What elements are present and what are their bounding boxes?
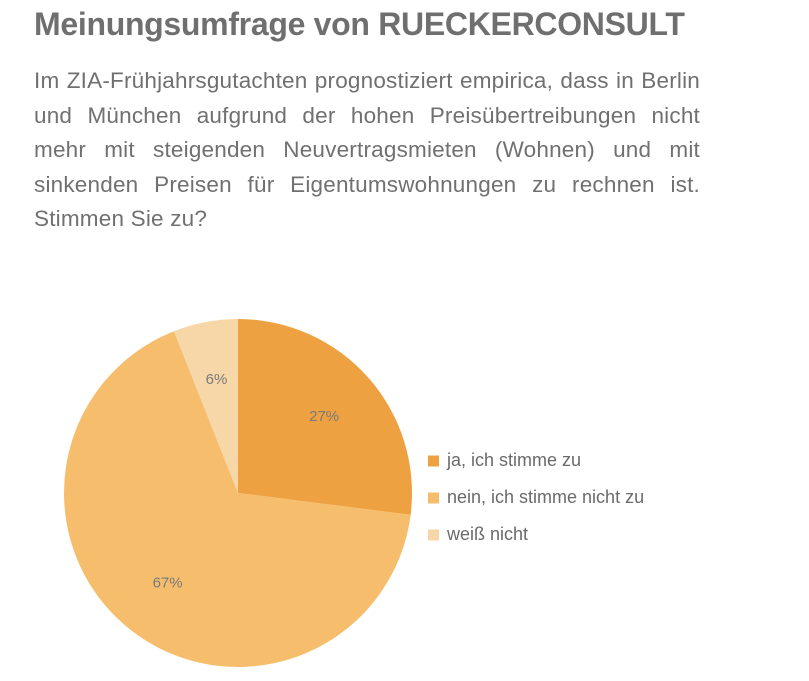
data-label-weiss-nicht: 6% <box>206 371 228 388</box>
legend-swatch-weiss-nicht <box>428 529 439 541</box>
data-label-ja-ich-stimme-zu: 27% <box>309 408 339 425</box>
pie-slice-weiss-nicht <box>173 319 238 493</box>
data-label-nein-ich-stimme-nicht-zu: 67% <box>153 575 183 592</box>
pie-slice-labels: 27% 67% 6% <box>153 371 340 592</box>
legend-label-nein-ich-stimme-nicht-zu: nein, ich stimme nicht zu <box>447 487 644 507</box>
pie-slices <box>64 319 413 668</box>
legend-swatch-ja-ich-stimme-zu <box>428 455 439 467</box>
page-title: Meinungsumfrage von RUECKERCONSULT <box>34 6 685 42</box>
legend-label-ja-ich-stimme-zu: ja, ich stimme zu <box>446 450 581 470</box>
legend-swatch-nein-ich-stimme-nicht-zu <box>428 492 439 504</box>
pie-slice-ja-ich-stimme-zu <box>238 319 413 515</box>
legend-label-weiss-nicht: weiß nicht <box>446 524 528 544</box>
pie-slice-nein-ich-stimme-nicht-zu <box>64 331 411 668</box>
chart-legend: ja, ich stimme zu nein, ich stimme nicht … <box>428 450 644 544</box>
survey-question: Im ZIA-Frühjahrsgutachten prognostiziert… <box>34 68 700 232</box>
